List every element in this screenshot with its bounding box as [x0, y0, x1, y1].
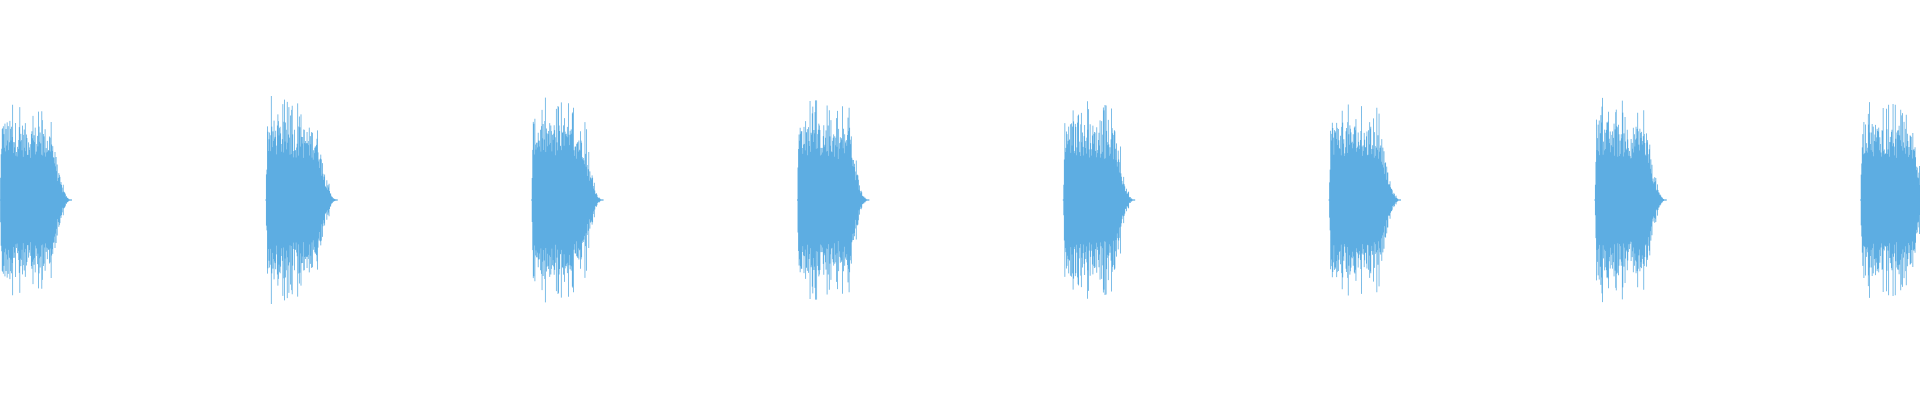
audio-burst — [1328, 104, 1401, 296]
audio-burst — [531, 97, 604, 303]
audio-burst — [1594, 97, 1667, 303]
audio-burst — [265, 96, 338, 304]
audio-burst — [797, 100, 870, 300]
audio-burst — [1860, 102, 1920, 298]
audio-burst — [0, 104, 72, 296]
audio-burst — [1062, 101, 1136, 299]
